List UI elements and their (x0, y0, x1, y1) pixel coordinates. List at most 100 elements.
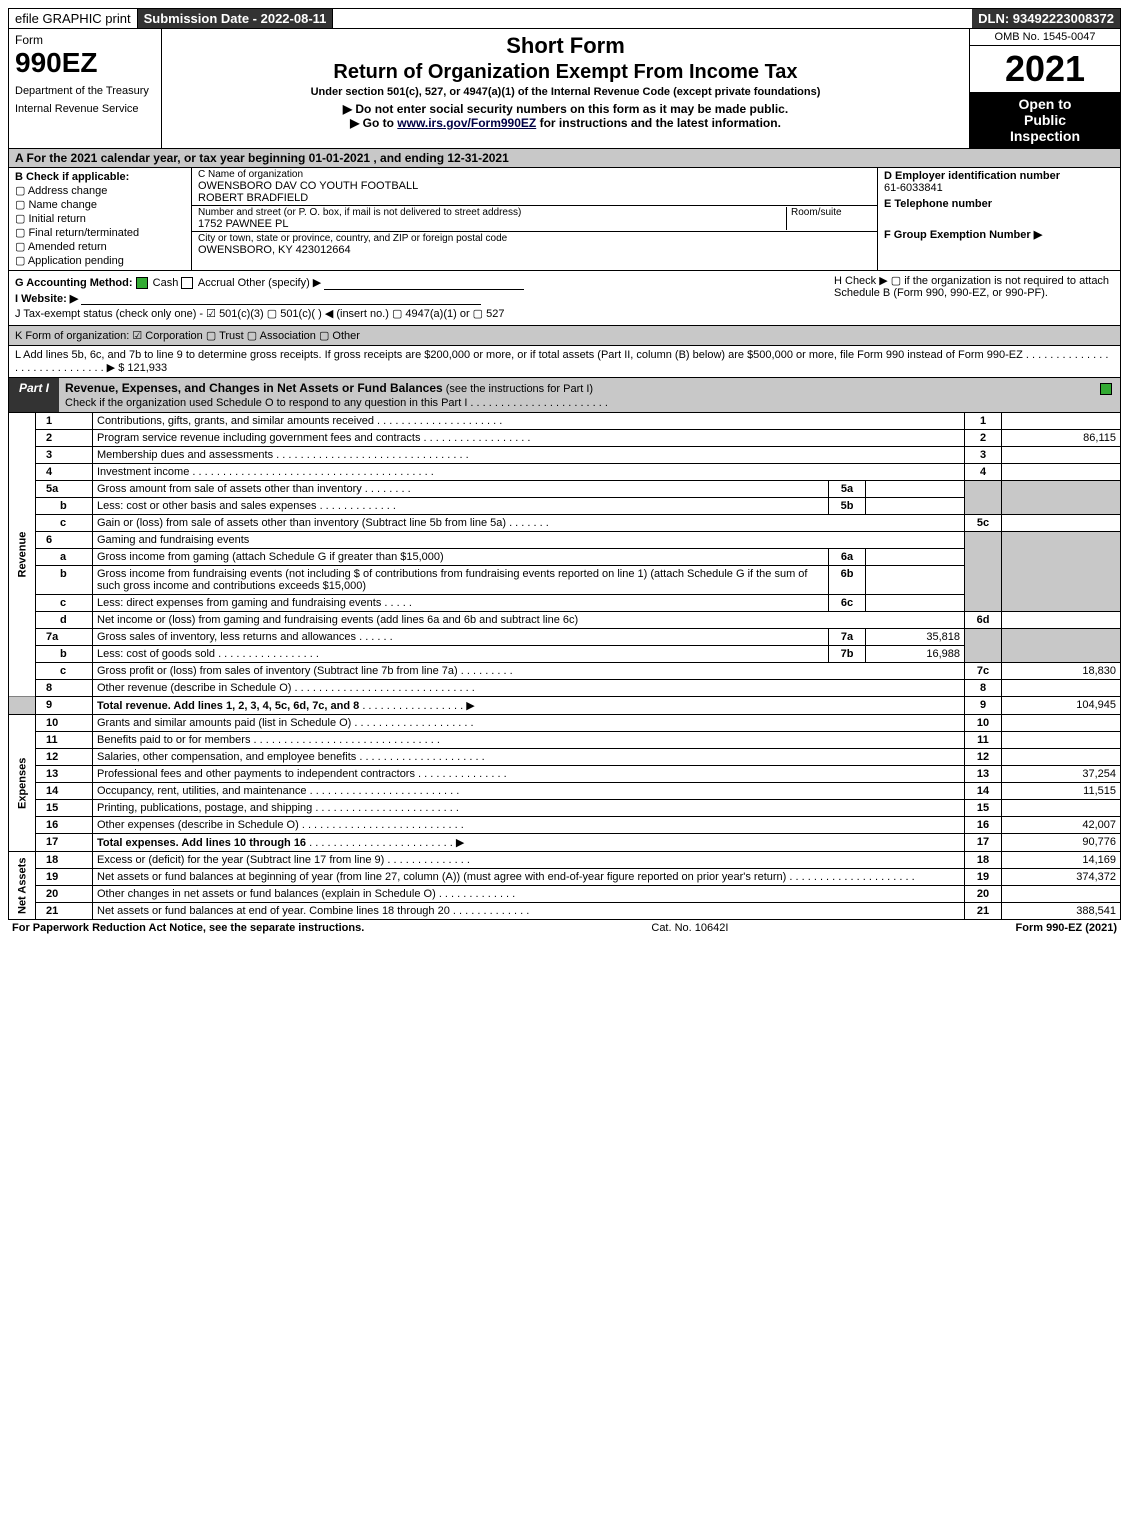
line-3-num: 3 (36, 447, 93, 464)
line-20-label: 20 (965, 886, 1002, 903)
form-header: Form 990EZ Department of the Treasury In… (8, 29, 1121, 149)
line-19-label: 19 (965, 869, 1002, 886)
line-21-desc: Net assets or fund balances at end of ye… (93, 903, 965, 920)
ein-value: 61-6033841 (884, 182, 1114, 194)
line-4-num: 4 (36, 464, 93, 481)
group-exemption-label: F Group Exemption Number ▶ (884, 228, 1114, 241)
line-13-value: 37,254 (1002, 766, 1121, 783)
line-6c-inlab: 6c (829, 595, 866, 612)
line-5b-num: b (36, 498, 93, 515)
line-11-desc: Benefits paid to or for members . . . . … (93, 732, 965, 749)
line-3-value (1002, 447, 1121, 464)
ein-label: D Employer identification number (884, 170, 1114, 182)
chk-amended-return[interactable]: Amended return (15, 240, 185, 253)
chk-name-change[interactable]: Name change (15, 198, 185, 211)
section-g-h-i-j: G Accounting Method: Cash Accrual Other … (8, 271, 1121, 326)
line-2-value: 86,115 (1002, 430, 1121, 447)
line-19-num: 19 (36, 869, 93, 886)
line-5c-value (1002, 515, 1121, 532)
line-2-num: 2 (36, 430, 93, 447)
tax-year: 2021 (970, 46, 1120, 92)
addr-label: Number and street (or P. O. box, if mail… (198, 207, 786, 218)
website-line: I Website: ▶ (15, 292, 824, 306)
dln: DLN: 93492223008372 (972, 9, 1120, 28)
chk-application-pending[interactable]: Application pending (15, 254, 185, 267)
line-18-label: 18 (965, 852, 1002, 869)
city-label: City or town, state or province, country… (198, 233, 871, 244)
top-bar: efile GRAPHIC print Submission Date - 20… (8, 8, 1121, 29)
line-7c-label: 7c (965, 663, 1002, 680)
line-5a-num: 5a (36, 481, 93, 498)
org-name-2: ROBERT BRADFIELD (198, 192, 871, 204)
line-13-num: 13 (36, 766, 93, 783)
row-a-calendar-year: A For the 2021 calendar year, or tax yea… (8, 149, 1121, 168)
line-5a-inval (866, 481, 965, 498)
other-specify-field[interactable] (324, 277, 524, 290)
chk-final-return[interactable]: Final return/terminated (15, 226, 185, 239)
line-5c-label: 5c (965, 515, 1002, 532)
side-expenses: Expenses (9, 715, 36, 852)
submission-date: Submission Date - 2022-08-11 (138, 9, 334, 28)
page-footer: For Paperwork Reduction Act Notice, see … (8, 920, 1121, 936)
line-12-num: 12 (36, 749, 93, 766)
line-12-label: 12 (965, 749, 1002, 766)
chk-address-change[interactable]: Address change (15, 184, 185, 197)
line-18-desc: Excess or (deficit) for the year (Subtra… (93, 852, 965, 869)
line-6a-inlab: 6a (829, 549, 866, 566)
line-5b-inval (866, 498, 965, 515)
line-6b-desc: Gross income from fundraising events (no… (93, 566, 829, 595)
chk-accrual[interactable] (181, 277, 193, 289)
paperwork-notice: For Paperwork Reduction Act Notice, see … (12, 922, 364, 934)
website-field[interactable] (81, 292, 481, 305)
line-16-value: 42,007 (1002, 817, 1121, 834)
line-16-label: 16 (965, 817, 1002, 834)
line-14-value: 11,515 (1002, 783, 1121, 800)
part-1-header: Part I Revenue, Expenses, and Changes in… (8, 378, 1121, 413)
line-6a-inval (866, 549, 965, 566)
line-20-value (1002, 886, 1121, 903)
line-8-num: 8 (36, 680, 93, 697)
line-10-value (1002, 715, 1121, 732)
section-k: K Form of organization: ☑ Corporation ▢ … (8, 326, 1121, 346)
line-9-desc: Total revenue. Add lines 1, 2, 3, 4, 5c,… (93, 697, 965, 715)
chk-cash[interactable] (136, 277, 148, 289)
street-address: 1752 PAWNEE PL (198, 218, 786, 230)
line-7c-desc: Gross profit or (loss) from sales of inv… (93, 663, 965, 680)
line-2-label: 2 (965, 430, 1002, 447)
line-5a-inlab: 5a (829, 481, 866, 498)
line-4-label: 4 (965, 464, 1002, 481)
irs-link[interactable]: www.irs.gov/Form990EZ (397, 116, 536, 130)
line-6a-desc: Gross income from gaming (attach Schedul… (93, 549, 829, 566)
line-16-num: 16 (36, 817, 93, 834)
section-c: C Name of organization OWENSBORO DAV CO … (192, 168, 878, 270)
line-5c-num: c (36, 515, 93, 532)
org-info-grid: B Check if applicable: Address change Na… (8, 168, 1121, 271)
org-name-1: OWENSBORO DAV CO YOUTH FOOTBALL (198, 180, 871, 192)
form-ref: Form 990-EZ (2021) (1016, 922, 1117, 934)
line-2-desc: Program service revenue including govern… (93, 430, 965, 447)
telephone-value (884, 210, 1114, 224)
line-15-value (1002, 800, 1121, 817)
line-3-desc: Membership dues and assessments . . . . … (93, 447, 965, 464)
dept-irs: Internal Revenue Service (15, 103, 155, 115)
efile-label[interactable]: efile GRAPHIC print (9, 9, 138, 28)
line-17-num: 17 (36, 834, 93, 852)
chk-initial-return[interactable]: Initial return (15, 212, 185, 225)
line-20-num: 20 (36, 886, 93, 903)
lines-table: Revenue 1 Contributions, gifts, grants, … (8, 413, 1121, 920)
line-9-value: 104,945 (1002, 697, 1121, 715)
line-4-value (1002, 464, 1121, 481)
line-6b-inval (866, 566, 965, 595)
side-revenue: Revenue (9, 413, 36, 697)
subtitle: Under section 501(c), 527, or 4947(a)(1)… (168, 86, 963, 98)
line-21-num: 21 (36, 903, 93, 920)
line-12-desc: Salaries, other compensation, and employ… (93, 749, 965, 766)
part-1-schedule-o-check[interactable] (1094, 378, 1120, 412)
line-16-desc: Other expenses (describe in Schedule O) … (93, 817, 965, 834)
line-7a-inval: 35,818 (866, 629, 965, 646)
omb-number: OMB No. 1545-0047 (970, 29, 1120, 46)
line-11-label: 11 (965, 732, 1002, 749)
line-5c-desc: Gain or (loss) from sale of assets other… (93, 515, 965, 532)
line-17-desc: Total expenses. Add lines 10 through 16 … (93, 834, 965, 852)
line-12-value (1002, 749, 1121, 766)
